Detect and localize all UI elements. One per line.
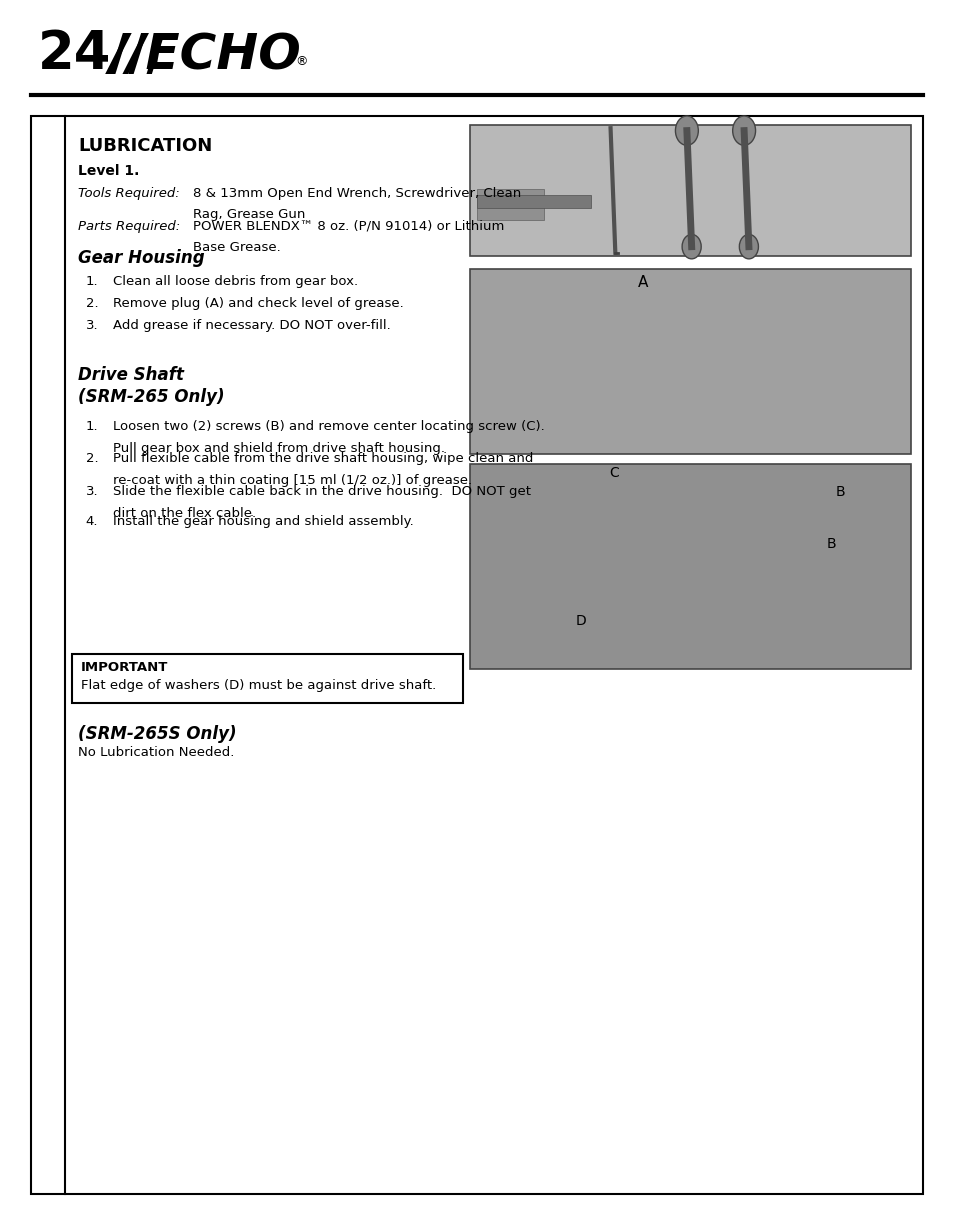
Text: 2.: 2. — [86, 297, 98, 310]
Text: 1.: 1. — [86, 420, 98, 433]
Text: B: B — [835, 485, 844, 498]
Bar — [470, 269, 910, 454]
Circle shape — [675, 116, 698, 145]
Text: ®: ® — [295, 55, 308, 68]
Text: Parts Required:: Parts Required: — [78, 220, 180, 233]
Text: 4.: 4. — [86, 515, 98, 529]
Text: Base Grease.: Base Grease. — [193, 241, 280, 254]
Circle shape — [739, 234, 758, 259]
Bar — [30, 116, 923, 1194]
Text: Tools Required:: Tools Required: — [78, 187, 180, 200]
Bar — [470, 125, 910, 256]
Text: (SRM-265 Only): (SRM-265 Only) — [78, 388, 225, 407]
Text: ///: /// — [110, 31, 164, 79]
Text: //ECHO: //ECHO — [110, 31, 301, 79]
Circle shape — [732, 116, 755, 145]
Text: No Lubrication Needed.: No Lubrication Needed. — [78, 746, 234, 759]
Text: dirt on the flex cable.: dirt on the flex cable. — [112, 507, 255, 520]
Text: re-coat with a thin coating [15 ml (1/2 oz.)] of grease.: re-coat with a thin coating [15 ml (1/2 … — [112, 474, 471, 487]
Text: Install the gear housing and shield assembly.: Install the gear housing and shield asse… — [112, 515, 413, 529]
Text: LUBRICATION: LUBRICATION — [78, 137, 213, 155]
Bar — [71, 654, 462, 703]
Text: 3.: 3. — [86, 485, 98, 498]
Text: 3.: 3. — [86, 319, 98, 332]
Text: Rag, Grease Gun: Rag, Grease Gun — [193, 208, 305, 221]
Text: POWER BLENDX™ 8 oz. (P/N 91014) or Lithium: POWER BLENDX™ 8 oz. (P/N 91014) or Lithi… — [193, 220, 503, 233]
Bar — [476, 189, 543, 220]
Text: A: A — [638, 275, 648, 289]
Text: B: B — [825, 537, 835, 551]
Text: C: C — [609, 466, 618, 480]
Circle shape — [681, 234, 700, 259]
Bar — [470, 464, 910, 669]
Text: Slide the flexible cable back in the drive housing.  DO NOT get: Slide the flexible cable back in the dri… — [112, 485, 530, 498]
Text: Pull gear box and shield from drive shaft housing.: Pull gear box and shield from drive shaf… — [112, 442, 444, 455]
Text: 1.: 1. — [86, 275, 98, 288]
Text: Drive Shaft: Drive Shaft — [78, 366, 184, 385]
Text: Pull flexible cable from the drive shaft housing, wipe clean and: Pull flexible cable from the drive shaft… — [112, 452, 533, 465]
Bar — [476, 195, 591, 208]
Text: Add grease if necessary. DO NOT over-fill.: Add grease if necessary. DO NOT over-fil… — [112, 319, 390, 332]
Text: Loosen two (2) screws (B) and remove center locating screw (C).: Loosen two (2) screws (B) and remove cen… — [112, 420, 544, 433]
Text: D: D — [575, 614, 585, 628]
Text: 8 & 13mm Open End Wrench, Screwdriver, Clean: 8 & 13mm Open End Wrench, Screwdriver, C… — [193, 187, 520, 200]
Text: 24: 24 — [38, 28, 112, 79]
Text: IMPORTANT: IMPORTANT — [81, 661, 169, 674]
Text: Level 1.: Level 1. — [78, 164, 139, 177]
Text: Remove plug (A) and check level of grease.: Remove plug (A) and check level of greas… — [112, 297, 403, 310]
Text: (SRM-265S Only): (SRM-265S Only) — [78, 725, 236, 744]
Text: 2.: 2. — [86, 452, 98, 465]
Text: Clean all loose debris from gear box.: Clean all loose debris from gear box. — [112, 275, 357, 288]
Text: Gear Housing: Gear Housing — [78, 249, 205, 267]
Text: Flat edge of washers (D) must be against drive shaft.: Flat edge of washers (D) must be against… — [81, 679, 436, 692]
